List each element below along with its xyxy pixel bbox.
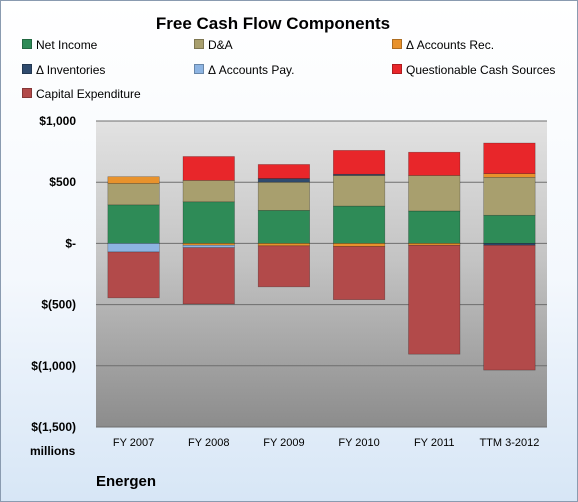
bar-segment (257, 210, 310, 244)
legend-item-capital-expenditure: Capital Expenditure (22, 87, 141, 101)
bar-segment (257, 164, 310, 179)
legend-item-accounts-rec: Δ Accounts Rec. (392, 38, 494, 52)
legend: Net Income D&A Δ Accounts Rec. Δ Invento… (0, 0, 578, 110)
x-axis-ticks: FY 2007 FY 2008 FY 2009 FY 2010 FY 2011 TTM 3… (113, 437, 539, 449)
legend-label: Questionable Cash Sources (406, 63, 556, 77)
bar-segment (333, 243, 386, 247)
legend-swatch (22, 88, 32, 98)
legend-item-questionable-cash-sources: Questionable Cash Sources (392, 63, 555, 77)
bar-segment (107, 243, 160, 253)
bar-segment (483, 214, 536, 244)
bar-segment (257, 245, 310, 288)
bar-segment (107, 251, 160, 299)
bar-segment (107, 176, 160, 184)
bar-segment (182, 247, 235, 305)
y-tick-label: $(1,000) (31, 359, 76, 373)
legend-item-d-and-a: D&A (194, 38, 233, 52)
bar-segment (182, 244, 235, 248)
legend-label: Capital Expenditure (36, 87, 141, 101)
bar-segment (408, 151, 461, 176)
x-tick-label: FY 2011 (414, 437, 455, 449)
units-label: millions (30, 444, 76, 458)
bar-segment (408, 244, 461, 355)
legend-swatch (194, 64, 204, 74)
legend-item-net-income: Net Income (22, 38, 97, 52)
bar-segment (408, 210, 461, 244)
bar-segment (408, 175, 461, 212)
bars (107, 142, 536, 371)
x-tick-label: FY 2008 (188, 437, 229, 449)
bar-segment (333, 175, 386, 207)
company-name: Energen (96, 473, 157, 490)
legend-item-accounts-pay: Δ Accounts Pay. (194, 63, 295, 77)
x-tick-label: TTM 3-2012 (479, 437, 539, 449)
gridlines (96, 120, 547, 428)
legend-swatch (194, 39, 204, 49)
bar-segment (483, 177, 536, 216)
bar-segment (483, 142, 536, 174)
legend-swatch (392, 39, 402, 49)
legend-label: Δ Accounts Pay. (208, 63, 295, 77)
y-tick-label: $(500) (41, 298, 76, 312)
chart-title: Free Cash Flow Components (155, 14, 391, 33)
y-tick-label: $(1,500) (31, 420, 76, 434)
bar-segment (182, 180, 235, 203)
legend-label: Δ Inventories (36, 63, 106, 77)
x-tick-label: FY 2010 (338, 437, 379, 449)
x-tick-label: FY 2009 (263, 437, 304, 449)
legend-label: Δ Accounts Rec. (406, 38, 495, 52)
bar-segment (182, 156, 235, 181)
bar-segment (257, 178, 310, 183)
legend-label: Net Income (36, 38, 98, 52)
legend-swatch (22, 64, 32, 74)
bar-segment (182, 201, 235, 244)
legend-label: D&A (208, 38, 233, 52)
plot-area (96, 121, 547, 427)
bar-segment (107, 183, 160, 206)
legend-item-inventories: Δ Inventories (22, 63, 105, 77)
y-tick-label: $500 (49, 175, 76, 189)
bar-segment (257, 243, 310, 247)
bar-segment (257, 181, 310, 211)
x-tick-label: FY 2007 (113, 437, 154, 449)
y-tick-label: $- (65, 236, 76, 250)
bar-segment (333, 205, 386, 244)
y-tick-label: $1,000 (39, 114, 76, 128)
bar-segment (333, 246, 386, 301)
legend-swatch (22, 39, 32, 49)
legend-swatch (392, 64, 402, 74)
bar-segment (483, 173, 536, 178)
bar-segment (483, 244, 536, 371)
bar-segment (333, 150, 386, 175)
bar-segment (107, 204, 160, 244)
y-axis-ticks: $1,000 $500 $- $(500) $(1,000) $(1,500) (31, 114, 76, 434)
